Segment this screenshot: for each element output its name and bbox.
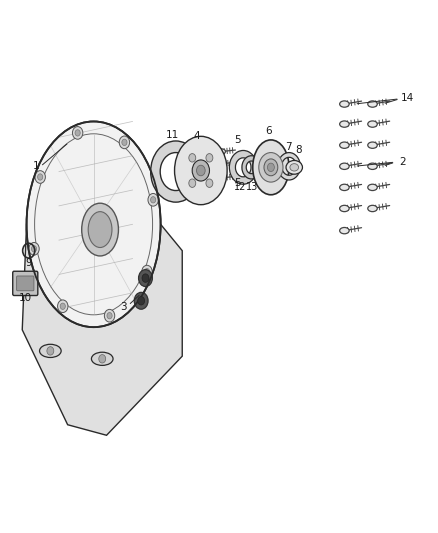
Circle shape <box>29 243 39 255</box>
Circle shape <box>134 292 148 309</box>
Text: 5: 5 <box>234 178 241 188</box>
Ellipse shape <box>92 352 113 366</box>
Wedge shape <box>242 156 261 179</box>
Text: 8: 8 <box>296 146 302 156</box>
Text: 4: 4 <box>193 131 200 141</box>
Ellipse shape <box>290 164 299 171</box>
Text: 7: 7 <box>285 142 292 152</box>
Ellipse shape <box>339 163 349 169</box>
Text: 10: 10 <box>19 293 32 303</box>
Ellipse shape <box>368 142 377 148</box>
Circle shape <box>145 269 150 275</box>
Circle shape <box>192 160 209 181</box>
Circle shape <box>138 296 145 305</box>
Text: 3: 3 <box>120 302 126 312</box>
Circle shape <box>259 152 283 182</box>
Ellipse shape <box>339 205 349 212</box>
Ellipse shape <box>175 136 227 205</box>
Ellipse shape <box>286 160 303 174</box>
Text: 6: 6 <box>265 126 272 136</box>
Wedge shape <box>151 141 201 202</box>
Circle shape <box>268 163 274 172</box>
Ellipse shape <box>368 101 377 107</box>
Ellipse shape <box>253 140 289 195</box>
Polygon shape <box>22 224 182 435</box>
Circle shape <box>104 309 115 322</box>
Text: 9: 9 <box>25 258 32 268</box>
FancyBboxPatch shape <box>13 271 38 295</box>
Ellipse shape <box>368 184 377 191</box>
Circle shape <box>206 179 213 188</box>
Text: 11: 11 <box>166 130 179 140</box>
Circle shape <box>99 354 106 363</box>
Circle shape <box>107 312 112 319</box>
Ellipse shape <box>339 184 349 191</box>
Ellipse shape <box>218 175 226 181</box>
Circle shape <box>57 300 68 312</box>
Circle shape <box>72 126 83 139</box>
Ellipse shape <box>339 101 349 107</box>
Ellipse shape <box>339 121 349 127</box>
Circle shape <box>35 171 46 183</box>
Text: 12: 12 <box>233 182 246 192</box>
Circle shape <box>75 130 80 136</box>
Wedge shape <box>230 150 257 184</box>
Text: 2: 2 <box>399 157 406 167</box>
Circle shape <box>206 154 213 162</box>
Circle shape <box>32 246 37 252</box>
Ellipse shape <box>368 163 377 169</box>
Ellipse shape <box>339 228 349 234</box>
Ellipse shape <box>368 205 377 212</box>
Ellipse shape <box>39 344 61 358</box>
Circle shape <box>142 265 152 278</box>
Wedge shape <box>278 152 300 180</box>
Circle shape <box>189 179 196 188</box>
Ellipse shape <box>339 142 349 148</box>
Circle shape <box>189 154 196 162</box>
Text: 1: 1 <box>33 161 40 171</box>
Circle shape <box>197 165 205 176</box>
Circle shape <box>142 274 149 282</box>
Ellipse shape <box>218 149 226 154</box>
Circle shape <box>60 303 65 310</box>
Ellipse shape <box>368 121 377 127</box>
Ellipse shape <box>27 122 161 327</box>
Circle shape <box>119 136 130 149</box>
Circle shape <box>138 270 152 287</box>
Ellipse shape <box>82 203 118 256</box>
Text: 13: 13 <box>246 182 258 192</box>
Circle shape <box>38 174 43 180</box>
Text: 5: 5 <box>234 135 241 145</box>
Circle shape <box>148 193 159 206</box>
Ellipse shape <box>88 212 112 247</box>
FancyBboxPatch shape <box>17 276 34 291</box>
Circle shape <box>47 346 54 355</box>
Circle shape <box>264 159 278 176</box>
Ellipse shape <box>219 161 226 166</box>
Text: 14: 14 <box>400 93 414 103</box>
Circle shape <box>151 197 156 203</box>
Circle shape <box>122 139 127 146</box>
